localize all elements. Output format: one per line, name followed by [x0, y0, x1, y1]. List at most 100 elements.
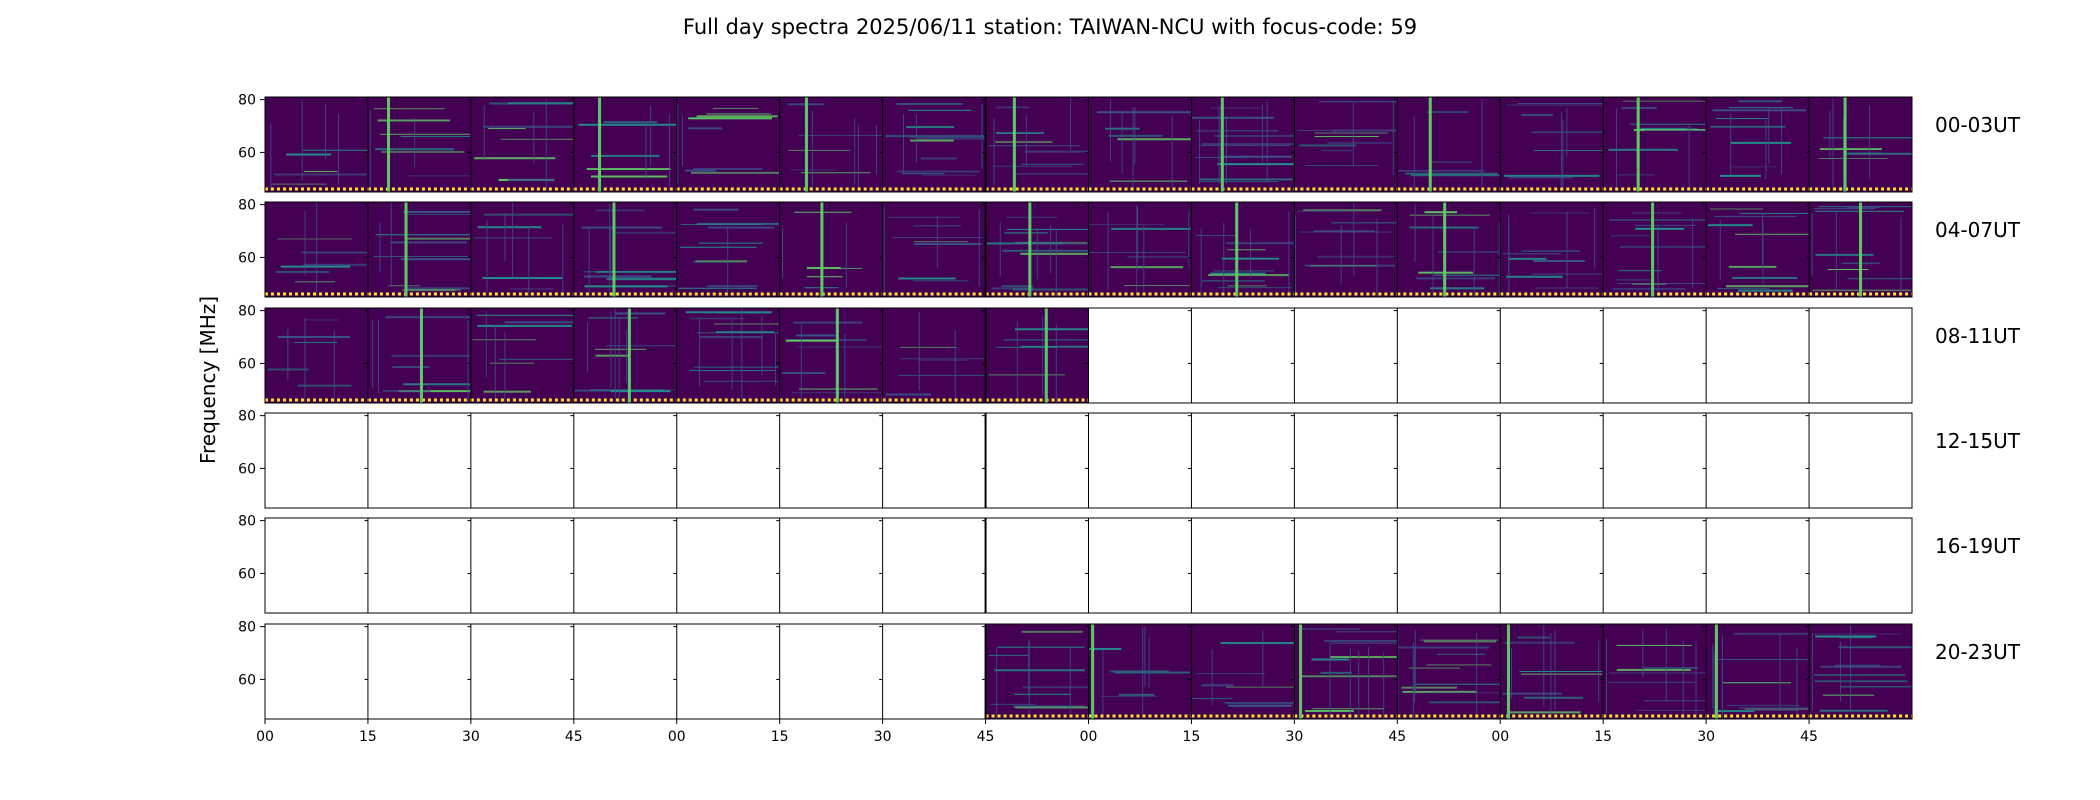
- spectrogram-segment: [985, 308, 1089, 403]
- interference-line: [372, 319, 374, 388]
- emission-band: [1217, 163, 1294, 166]
- emission-band: [1330, 642, 1398, 644]
- interference-line: [1294, 215, 1296, 297]
- emission-band: [1014, 693, 1071, 695]
- emission-band: [1424, 211, 1457, 214]
- interference-line: [504, 332, 506, 403]
- spectrogram-segment: [676, 308, 780, 403]
- row-00-03UT: 60 80 00-03UT: [238, 93, 2021, 193]
- y-tick-label: 60: [238, 250, 256, 266]
- interference-line: [512, 202, 514, 278]
- emission-band: [706, 113, 772, 115]
- interference-line: [741, 308, 743, 403]
- emission-band: [898, 277, 956, 280]
- emission-band: [280, 265, 351, 268]
- burst-line: [1859, 202, 1863, 297]
- emission-band: [476, 314, 574, 316]
- emission-band: [908, 109, 972, 111]
- spectrogram-segment: [573, 97, 677, 192]
- interference-line: [1134, 106, 1136, 165]
- interference-line: [1288, 211, 1290, 297]
- emission-band: [1321, 150, 1353, 152]
- emission-band: [1618, 270, 1662, 272]
- emission-band: [498, 358, 574, 360]
- burst-line: [1299, 624, 1303, 719]
- emission-band: [1533, 149, 1604, 151]
- emission-band: [1296, 210, 1343, 212]
- interference-line: [304, 210, 306, 276]
- interference-line: [1765, 119, 1767, 180]
- interference-line: [1143, 226, 1145, 292]
- row-label: 12-15UT: [1935, 429, 2021, 453]
- emission-band: [1335, 631, 1398, 633]
- emission-band: [1209, 107, 1262, 109]
- emission-band: [586, 168, 671, 171]
- interference-line: [316, 202, 318, 296]
- interference-line: [1839, 641, 1841, 702]
- interference-line: [1199, 119, 1201, 185]
- interference-line: [1109, 99, 1111, 163]
- burst-line: [1506, 624, 1510, 719]
- spectrogram-segment: [1603, 97, 1707, 192]
- spectrogram-segment: [470, 202, 574, 297]
- burst-line: [835, 308, 839, 403]
- segment-background: [676, 202, 780, 297]
- emission-band: [1303, 209, 1382, 212]
- interference-line: [1036, 228, 1038, 279]
- emission-band: [1096, 111, 1192, 114]
- segment-background: [882, 97, 986, 192]
- emission-band: [302, 149, 368, 151]
- emission-band: [1431, 692, 1501, 694]
- y-tick-label: 80: [238, 304, 256, 320]
- row-16-19UT: 60 80 16-19UT: [238, 514, 2021, 614]
- interference-line: [1368, 646, 1370, 719]
- emission-band: [275, 270, 330, 273]
- interference-line: [1414, 629, 1416, 692]
- emission-band: [1001, 249, 1089, 252]
- emission-band: [1729, 166, 1777, 168]
- emission-band: [1201, 280, 1265, 282]
- emission-band: [1020, 345, 1089, 348]
- emission-band: [1521, 250, 1581, 252]
- emission-band: [392, 365, 430, 368]
- interference-line: [338, 114, 340, 186]
- interference-line: [731, 320, 733, 390]
- emission-band: [1714, 710, 1755, 713]
- emission-band: [1010, 243, 1089, 245]
- segment-background: [882, 202, 986, 297]
- emission-band: [385, 316, 471, 319]
- emission-band: [390, 241, 467, 244]
- interference-line: [854, 117, 856, 185]
- x-tick-label: 45: [1388, 729, 1406, 745]
- emission-band: [1006, 216, 1058, 218]
- emission-band: [1715, 118, 1769, 120]
- emission-band: [1201, 684, 1234, 687]
- spectrogram-segment: [1500, 97, 1604, 192]
- emission-band: [912, 280, 969, 282]
- emission-band: [404, 213, 471, 215]
- interference-line: [1550, 632, 1552, 716]
- emission-band: [1195, 129, 1279, 132]
- emission-band: [591, 154, 660, 157]
- emission-band: [373, 255, 469, 257]
- emission-band: [1020, 252, 1089, 255]
- interference-line: [304, 318, 306, 403]
- burst-line: [1843, 97, 1847, 192]
- emission-band: [1401, 686, 1457, 689]
- spectrogram-segment: [470, 308, 574, 403]
- emission-band: [1638, 127, 1698, 129]
- y-tick-label: 60: [238, 461, 256, 477]
- burst-line: [1428, 97, 1432, 192]
- interference-line: [1025, 115, 1027, 167]
- emission-band: [1643, 700, 1707, 702]
- emission-band: [793, 321, 863, 324]
- interference-line: [1412, 642, 1414, 719]
- spectrogram-segment: [1603, 202, 1707, 297]
- row-label: 20-23UT: [1935, 640, 2021, 664]
- emission-band: [1709, 208, 1764, 210]
- emission-band: [1521, 673, 1604, 675]
- interference-line: [414, 117, 416, 168]
- emission-band: [1410, 174, 1501, 177]
- interference-line: [1657, 224, 1659, 297]
- interference-line: [1832, 98, 1834, 192]
